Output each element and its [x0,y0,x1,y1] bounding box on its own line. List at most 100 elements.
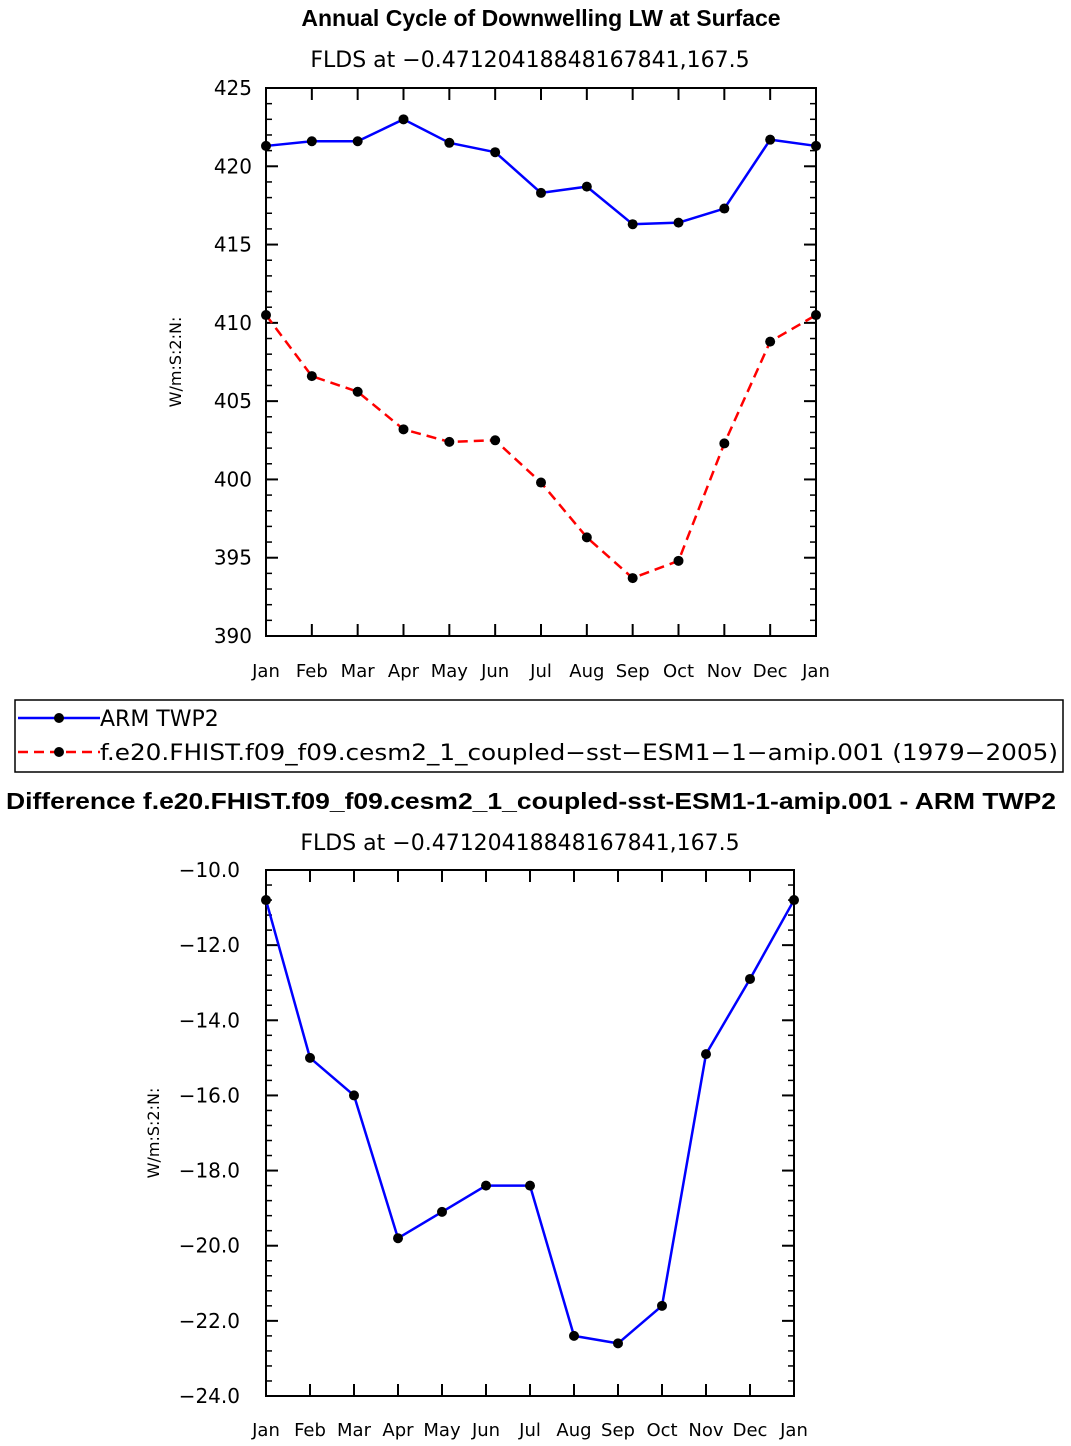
y-tick-label: 410 [214,311,252,335]
difference-chart: Difference f.e20.FHIST.f09_f09.cesm2_1_c… [6,788,1056,1441]
chart1-ylabel: W/m:S:2:N: [166,317,185,408]
series-point-1 [581,532,592,543]
series-point-0 [765,134,776,145]
y-tick-label: 400 [214,467,252,491]
series-point-0 [613,1338,623,1349]
series-point-0 [349,1090,359,1101]
x-tick-label: Jul [529,661,552,682]
series-point-0 [536,187,546,198]
series-point-1 [536,477,546,488]
series-point-1 [261,310,271,321]
legend-marker-model [54,747,64,757]
y-tick-label: 420 [214,154,252,178]
y-tick-label: 390 [214,624,252,648]
y-tick-label: −20.0 [179,1234,240,1258]
series-point-0 [352,136,363,147]
series-point-0 [569,1330,579,1341]
chart1-title: Annual Cycle of Downwelling LW at Surfac… [301,5,780,31]
series-point-0 [398,114,409,125]
x-tick-label: Sep [616,661,650,682]
series-line-0 [265,118,817,226]
y-tick-label: −14.0 [179,1008,240,1032]
x-tick-label: Feb [296,661,328,682]
x-tick-label: Dec [753,661,788,682]
series-point-0 [261,895,271,906]
series-point-1 [673,555,684,566]
chart2-plot-frame [265,869,795,1397]
series-point-0 [393,1233,403,1244]
chart1-plot-frame [265,87,817,637]
chart2-x-ticks: Jan Feb Mar Apr May Jun Jul Aug Sep Oct Nov Dec Jan [251,870,808,1441]
x-tick-label: Nov [688,1420,723,1441]
y-tick-label: 395 [214,546,252,570]
legend-label-model: f.e20.FHIST.f09_f09.cesm2_1_coupled−sst−… [100,741,1058,766]
series-point-0 [673,217,684,228]
y-tick-label: −24.0 [179,1384,240,1408]
series-point-1 [719,438,730,449]
legend-marker-arm [54,713,64,723]
y-tick-label: 405 [214,389,252,413]
series-point-0 [437,1206,447,1217]
series-point-1 [352,386,363,397]
x-tick-label: Sep [601,1420,635,1441]
series-point-0 [581,181,592,192]
y-tick-label: −22.0 [179,1309,240,1333]
series-point-1 [398,424,409,435]
x-tick-label: Jun [480,661,509,682]
y-tick-label: −12.0 [179,933,240,957]
x-tick-label: May [431,661,469,682]
chart2-subtitle: FLDS at −0.47120418848167841,167.5 [300,831,739,856]
series-point-0 [627,219,638,230]
x-tick-label: Oct [646,1420,677,1441]
x-tick-label: Jul [518,1420,541,1441]
y-tick-label: −18.0 [179,1159,240,1183]
series-point-0 [657,1300,667,1311]
series-point-1 [627,573,638,584]
series-point-1 [444,436,455,447]
chart2-ylabel: W/m:S:2:N: [144,1088,163,1179]
x-tick-label: Mar [341,661,376,682]
annual-cycle-chart: Annual Cycle of Downwelling LW at Surfac… [166,5,830,682]
x-tick-label: Nov [707,661,742,682]
x-tick-label: Jun [471,1420,500,1441]
x-tick-label: Jan [801,661,830,682]
x-tick-label: Jan [251,1420,280,1441]
series-point-0 [811,140,821,151]
legend-label-arm: ARM TWP2 [100,707,219,732]
x-tick-label: Feb [294,1420,326,1441]
chart2-y-ticks: −24.0 −22.0 −20.0 −18.0 −16.0 −14.0 −12.0 −10.0 [179,858,794,1408]
legend: ARM TWP2 f.e20.FHIST.f09_f09.cesm2_1_cou… [14,699,1064,773]
y-tick-label: −10.0 [179,858,240,882]
legend-frame [14,699,1064,773]
series-point-1 [306,371,317,382]
chart2-series [261,895,799,1349]
x-tick-label: Jan [251,661,280,682]
x-tick-label: Mar [337,1420,372,1441]
series-point-1 [765,336,776,347]
x-tick-label: Aug [569,661,604,682]
chart1-x-ticks: Jan Feb Mar Apr May Jun Jul Aug Sep Oct Nov Dec Jan [251,88,830,682]
series-point-0 [306,136,317,147]
series-point-0 [481,1180,491,1191]
series-point-0 [261,140,271,151]
series-line-0 [264,899,796,1345]
chart1-y-ticks: 390 395 400 405 410 415 420 425 [214,76,816,648]
series-point-0 [525,1180,535,1191]
series-point-1 [490,435,501,446]
series-line-1 [265,313,817,580]
series-point-0 [789,895,799,906]
chart1-subtitle: FLDS at −0.47120418848167841,167.5 [310,48,749,73]
chart2-title: Difference f.e20.FHIST.f09_f09.cesm2_1_c… [6,788,1056,814]
series-point-0 [490,147,501,158]
series-point-0 [745,973,755,984]
series-point-0 [305,1052,315,1063]
series-point-0 [701,1049,711,1060]
x-tick-label: Apr [388,661,420,682]
x-tick-label: Jan [779,1420,808,1441]
chart1-series [261,114,821,584]
series-point-1 [811,310,821,321]
x-tick-label: Aug [556,1420,591,1441]
x-tick-label: May [423,1420,461,1441]
y-tick-label: 425 [214,76,252,100]
